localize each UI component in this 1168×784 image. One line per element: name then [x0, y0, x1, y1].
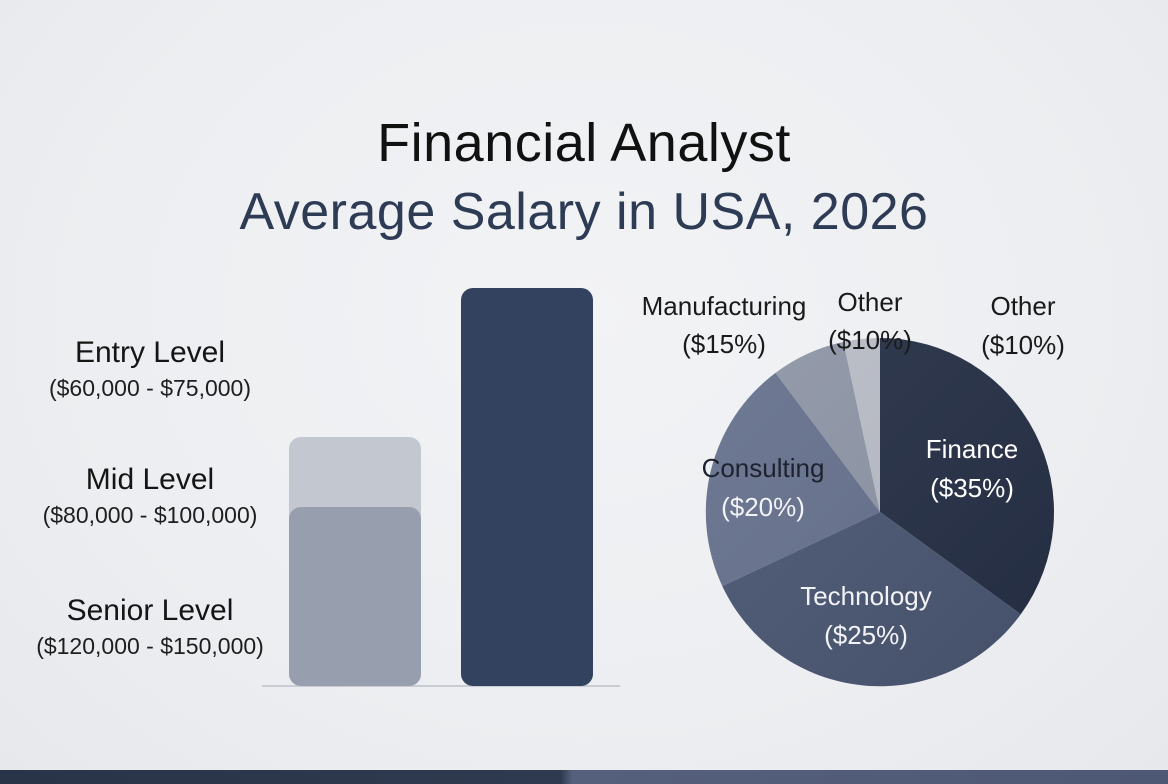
mid-level-name: Mid Level [85, 463, 215, 496]
pie-label-other-extra: Other [990, 291, 1055, 321]
bar-chart [262, 288, 620, 687]
pie-chart: Finance ($35%) Technology ($25%) Consult… [642, 287, 1065, 687]
pie-value-technology: ($25%) [824, 620, 908, 650]
chart-title: Financial Analyst [377, 113, 791, 173]
pie-label-technology: Technology [800, 581, 932, 611]
footer-bar [0, 770, 1168, 784]
bar-senior-range [461, 288, 593, 686]
bar-mid-range [289, 507, 421, 686]
pie-label-finance: Finance [926, 434, 1019, 464]
pie-label-manufacturing: Manufacturing [642, 291, 807, 321]
pie-label-consulting: Consulting [702, 453, 825, 483]
mid-level-label: Mid Level ($80,000 - $100,000) [0, 461, 300, 531]
senior-level-name: Senior Level [66, 594, 234, 627]
senior-level-range: ($120,000 - $150,000) [36, 633, 264, 659]
pie-value-other: ($10%) [828, 325, 912, 355]
pie-label-other: Other [837, 287, 902, 317]
entry-level-range: ($60,000 - $75,000) [48, 375, 252, 401]
pie-value-finance: ($35%) [930, 473, 1014, 503]
pie-value-consulting: ($20%) [721, 492, 805, 522]
entry-level-label: Entry Level ($60,000 - $75,000) [0, 334, 300, 404]
entry-level-name: Entry Level [74, 336, 226, 369]
pie-shade-overlay [706, 338, 1054, 686]
pie-value-other-extra: ($10%) [981, 330, 1065, 360]
chart-subtitle: Average Salary in USA, 2026 [239, 183, 929, 241]
pie-value-manufacturing: ($15%) [682, 329, 766, 359]
senior-level-label: Senior Level ($120,000 - $150,000) [0, 592, 300, 662]
mid-level-range: ($80,000 - $100,000) [42, 502, 258, 528]
